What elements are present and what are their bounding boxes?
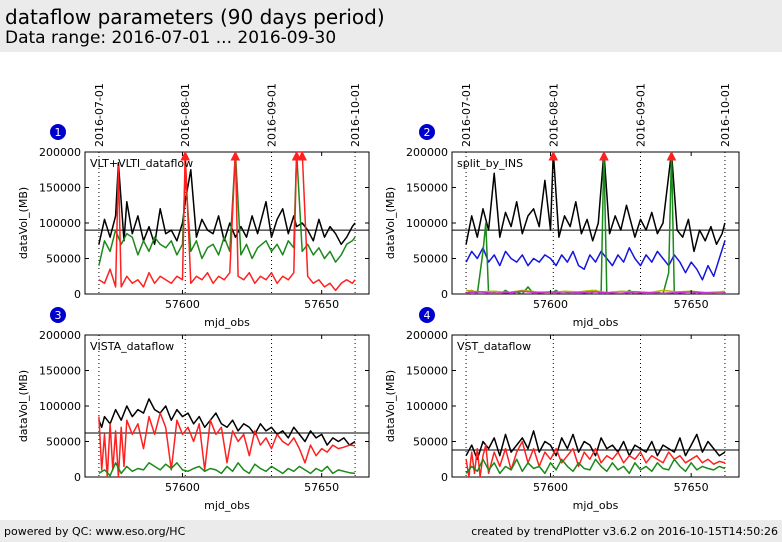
y-axis-label: dataVol_(MB): [17, 187, 30, 259]
series-line-red: [98, 152, 356, 292]
outlier-marker: [230, 150, 241, 161]
series-line-black: [98, 398, 356, 446]
series-line-green: [98, 152, 356, 266]
y-tick-label: 0: [441, 288, 448, 301]
outlier-marker: [548, 150, 559, 161]
footer-bar: powered by QC: www.eso.org/HC created by…: [0, 520, 782, 542]
panel-number-badge: [50, 307, 66, 323]
powered-by-prefix: powered by QC:: [4, 525, 96, 538]
panel-label: VLT+VLTI_dataflow: [90, 157, 193, 170]
panel-number-text: 1: [55, 126, 62, 139]
created-by: created by trendPlotter v3.6.2 on 2016-1…: [471, 525, 778, 538]
y-tick-label: 200000: [406, 146, 448, 159]
x-tick-label: 57600: [165, 481, 200, 494]
series-line-black: [465, 152, 726, 253]
outlier-marker: [599, 150, 609, 161]
panel-label: VST_dataflow: [457, 340, 531, 353]
y-axis-label: dataVol_(MB): [384, 187, 397, 259]
panel-label: split_by_INS: [457, 157, 523, 170]
panel-number-badge: [419, 307, 435, 323]
qc-link[interactable]: www.eso.org/HC: [95, 525, 186, 538]
x-tick-label: 57600: [533, 481, 568, 494]
series-line-red: [465, 440, 726, 477]
chart-panel-1: 2016-07-01 2016-08-01 2016-09-01 2016-10-01…: [17, 83, 370, 329]
series-line-black: [465, 430, 726, 461]
outlier-marker: [297, 150, 307, 161]
date-marker-label: 2016-08-01: [547, 83, 560, 147]
y-tick-label: 150000: [39, 182, 81, 195]
date-marker-label: 2016-09-01: [266, 83, 279, 147]
y-axis-label: dataVol_(MB): [17, 370, 30, 442]
date-marker-label: 2016-09-01: [635, 83, 648, 147]
panel-number-text: 4: [424, 309, 431, 322]
x-axis-label: mjd_obs: [573, 499, 619, 512]
x-axis-label: mjd_obs: [204, 499, 250, 512]
x-tick-label: 57600: [533, 298, 568, 311]
x-axis-label: mjd_obs: [573, 316, 619, 329]
y-tick-label: 50000: [46, 253, 81, 266]
y-tick-label: 50000: [413, 253, 448, 266]
date-marker-label: 2016-08-01: [179, 83, 192, 147]
charts-canvas: 2016-07-01 2016-08-01 2016-09-01 2016-10-01…: [17, 83, 740, 512]
x-tick-label: 57650: [674, 481, 709, 494]
date-range-subtitle: Data range: 2016-07-01 ... 2016-09-30: [5, 28, 337, 48]
series-line-blue: [465, 240, 726, 281]
header-bar: dataflow parameters (90 days period) Dat…: [0, 0, 782, 52]
x-tick-label: 57650: [674, 298, 709, 311]
x-tick-label: 57650: [304, 298, 339, 311]
y-tick-label: 100000: [406, 400, 448, 413]
series-line-green: [98, 462, 356, 477]
panel-label: VISTA_dataflow: [90, 340, 174, 353]
y-tick-label: 150000: [39, 365, 81, 378]
y-tick-label: 200000: [39, 146, 81, 159]
date-marker-label: 2016-07-01: [93, 83, 106, 147]
chart-panel-2: 2016-07-01 2016-08-01 2016-09-01 2016-10-01…: [384, 83, 740, 329]
y-tick-label: 50000: [413, 436, 448, 449]
y-tick-label: 100000: [406, 217, 448, 230]
y-tick-label: 0: [441, 471, 448, 484]
y-tick-label: 100000: [39, 217, 81, 230]
date-marker-label: 2016-07-01: [460, 83, 473, 147]
x-tick-label: 57600: [165, 298, 200, 311]
date-marker-label: 2016-10-01: [719, 83, 732, 147]
outlier-marker: [180, 150, 191, 161]
series-line-magenta: [466, 290, 725, 294]
chart-panel-4: 0 50000 100000 150000 200000 57600 57650 VST_da…: [384, 307, 740, 512]
plot-frame: [84, 334, 370, 478]
outlier-marker: [666, 150, 677, 161]
powered-by: powered by QC: www.eso.org/HC: [4, 525, 185, 538]
y-tick-label: 0: [74, 471, 81, 484]
x-axis-label: mjd_obs: [204, 316, 250, 329]
page-title: dataflow parameters (90 days period): [5, 5, 385, 29]
y-tick-label: 150000: [406, 182, 448, 195]
series-line-black: [98, 161, 356, 246]
panel-number-badge: [50, 124, 66, 140]
y-tick-label: 150000: [406, 365, 448, 378]
y-tick-label: 0: [74, 288, 81, 301]
y-tick-label: 200000: [39, 329, 81, 342]
x-tick-label: 57650: [304, 481, 339, 494]
date-marker-label: 2016-10-01: [349, 83, 362, 147]
y-tick-label: 200000: [406, 329, 448, 342]
y-tick-label: 100000: [39, 400, 81, 413]
y-tick-label: 50000: [46, 436, 81, 449]
panel-number-badge: [419, 124, 435, 140]
y-axis-label: dataVol_(MB): [384, 370, 397, 442]
series-line-red: [98, 412, 356, 477]
panel-number-text: 2: [424, 126, 431, 139]
plot-frame: [84, 151, 370, 295]
series-line-green: [465, 458, 726, 475]
plot-frame: [451, 151, 740, 295]
chart-panel-3: 0 50000 100000 150000 200000 57600 57650 VISTA_…: [17, 307, 370, 512]
outlier-marker: [291, 150, 302, 161]
panel-number-text: 3: [55, 309, 62, 322]
